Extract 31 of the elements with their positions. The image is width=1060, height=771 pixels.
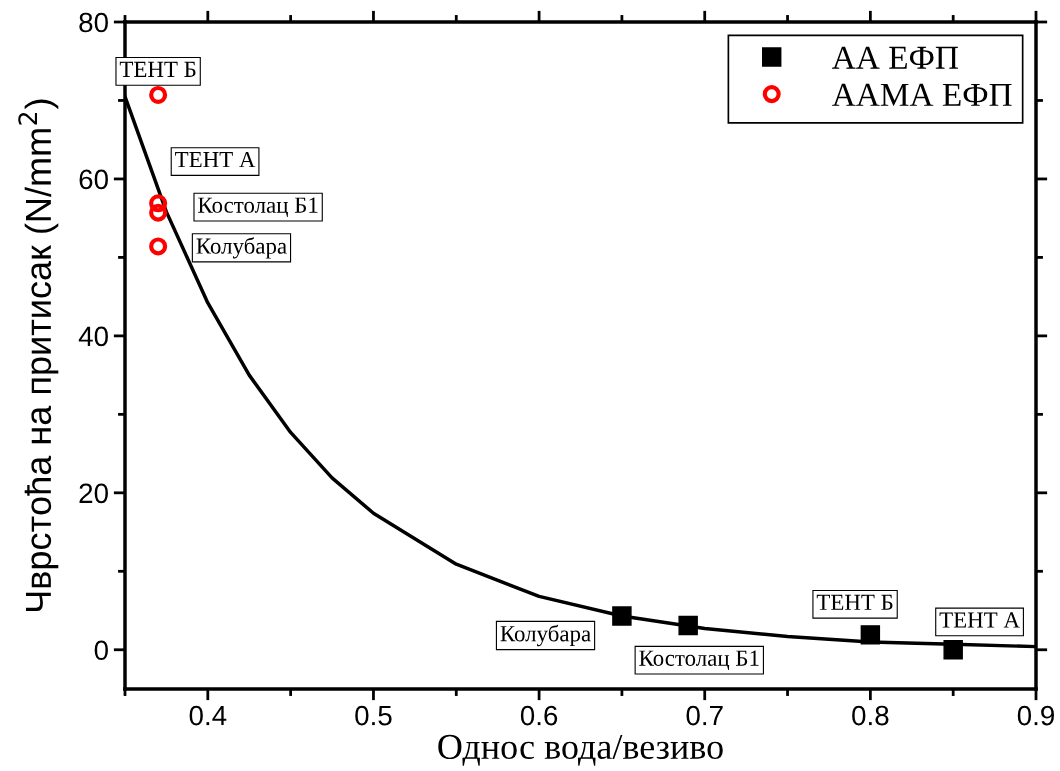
annotation: ТЕНТ А — [939, 612, 1020, 628]
point — [943, 640, 963, 660]
annotation: Колубара — [500, 624, 591, 647]
annotation: ТЕНТ А — [175, 151, 256, 168]
point — [860, 625, 881, 645]
x-tick-label: 0.9 — [1017, 705, 1054, 726]
x-tick-label: 0.4 — [189, 705, 227, 726]
legend-label: ААМА ЕФП — [832, 83, 1012, 106]
y-tick-label: 80 — [79, 12, 108, 33]
y-tick-label: 0 — [94, 640, 108, 661]
point — [149, 237, 168, 256]
annotation: Костолац Б1 — [639, 650, 759, 671]
point — [678, 615, 698, 636]
x-tick-label: 0.5 — [355, 705, 392, 726]
point — [149, 194, 168, 213]
point — [612, 606, 632, 626]
y-tick-label: 60 — [79, 169, 108, 190]
legend-label: АА ЕФП — [832, 46, 958, 69]
x-tick-label: 0.8 — [852, 705, 889, 726]
y-tick-label: 40 — [78, 326, 108, 347]
y-tick-label: 20 — [79, 483, 108, 504]
x-axis-title: Однос вода/везиво — [438, 734, 723, 766]
x-tick-label: 0.7 — [686, 705, 723, 726]
point — [149, 85, 168, 105]
annotation: Костолац Б1 — [198, 197, 318, 218]
x-tick-label: 0.6 — [520, 705, 558, 726]
point — [149, 203, 168, 222]
annotation: Колубара — [196, 237, 287, 259]
y-axis-title: Чврстоћа на притисак (N/mm$^{2}$) — [18, 99, 59, 612]
annotation: ТЕНТ Б — [119, 61, 196, 77]
annotation: ТЕНТ Б — [816, 594, 893, 610]
